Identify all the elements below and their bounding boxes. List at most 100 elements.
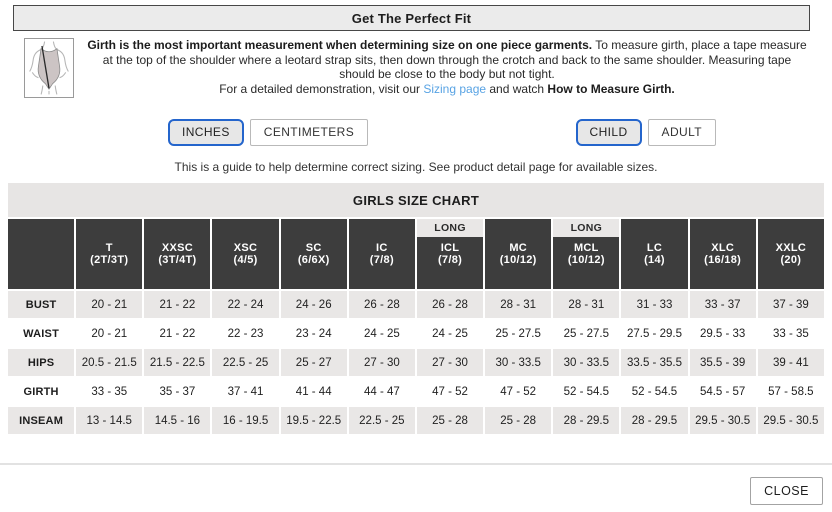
size-range-cell: 16 - 19.5 (212, 407, 279, 435)
size-range-cell: 22 - 24 (212, 291, 279, 319)
size-range-cell: 33 - 37 (689, 291, 756, 319)
girth-diagram-image (24, 38, 74, 98)
toggle-row: INCHES CENTIMETERS CHILD ADULT (168, 119, 716, 147)
size-range-cell: 26 - 28 (348, 291, 415, 319)
size-range-cell: 33.5 - 35.5 (621, 349, 688, 377)
measurement-row-waist: WAIST 20 - 21 21 - 22 22 - 23 23 - 24 24 - 25… (8, 320, 824, 348)
dialog-title: Get The Perfect Fit (351, 10, 472, 26)
leotard-girth-icon (29, 41, 69, 95)
row-label-waist: WAIST (8, 320, 75, 348)
size-range-cell: 57 - 58.5 (757, 378, 824, 406)
size-range-cell: 22.5 - 25 (348, 407, 415, 435)
size-range-cell: 52 - 54.5 (621, 378, 688, 406)
unit-toggle-group: INCHES CENTIMETERS (168, 119, 369, 147)
dialog-footer: CLOSE (0, 463, 832, 512)
size-range-cell: 20 - 21 (76, 320, 143, 348)
size-range-cell: 24 - 25 (348, 320, 415, 348)
adult-button[interactable]: ADULT (647, 119, 716, 147)
column-header-xsc: XSC (4/5) (212, 219, 279, 290)
size-range-cell: 21 - 22 (144, 320, 211, 348)
size-table: T (2T/3T) XXSC (3T/4T) XSC (4/5) SC (6/6X) IC (7/… (6, 217, 826, 437)
sizing-guide-note: This is a guide to help determine correc… (174, 160, 658, 175)
measurement-row-bust: BUST 20 - 21 21 - 22 22 - 24 24 - 26 26 - 28 2… (8, 291, 824, 319)
size-range-cell: 21.5 - 22.5 (144, 349, 211, 377)
size-range-cell: 27.5 - 29.5 (621, 320, 688, 348)
size-range-cell: 23 - 24 (280, 320, 347, 348)
column-header-xxlc: XXLC (20) (757, 219, 824, 290)
close-button[interactable]: CLOSE (750, 477, 823, 505)
size-range-cell: 24 - 26 (280, 291, 347, 319)
size-range-cell: 25 - 28 (416, 407, 484, 435)
size-range-cell: 29.5 - 30.5 (689, 407, 756, 435)
size-range-cell: 26 - 28 (416, 291, 484, 319)
size-range-cell: 22.5 - 25 (212, 349, 279, 377)
size-range-cell: 31 - 33 (621, 291, 688, 319)
intro-section: Girth is the most important measurement … (24, 38, 810, 98)
size-range-cell: 28 - 29.5 (553, 407, 620, 435)
size-range-cell: 14.5 - 16 (144, 407, 211, 435)
column-header-t: T (2T/3T) (76, 219, 143, 290)
row-label-hips: HIPS (8, 349, 75, 377)
size-range-cell: 25 - 27.5 (553, 320, 620, 348)
size-range-cell: 44 - 47 (348, 378, 415, 406)
size-range-cell: 19.5 - 22.5 (280, 407, 347, 435)
sizing-page-link[interactable]: Sizing page (423, 81, 487, 96)
long-badge: LONG (416, 219, 484, 238)
size-table-body: BUST 20 - 21 21 - 22 22 - 24 24 - 26 26 - 28 2… (8, 291, 824, 435)
measurement-row-inseam: INSEAM 13 - 14.5 14.5 - 16 16 - 19.5 19.5 - … (8, 407, 824, 435)
column-header-sc: SC (6/6X) (280, 219, 347, 290)
chart-title: GIRLS SIZE CHART (352, 192, 480, 208)
demo-line: For a detailed demonstration, visit our … (219, 81, 675, 96)
centimeters-button[interactable]: CENTIMETERS (249, 119, 369, 147)
size-range-cell: 39 - 41 (757, 349, 824, 377)
size-range-cell: 20 - 21 (76, 291, 143, 319)
age-toggle-group: CHILD ADULT (575, 119, 716, 147)
size-range-cell: 27 - 30 (348, 349, 415, 377)
row-label-girth: GIRTH (8, 378, 75, 406)
row-label-bust: BUST (8, 291, 75, 319)
column-header-icl: LONG ICL (7/8) (416, 219, 484, 290)
column-header-xlc: XLC (16/18) (689, 219, 756, 290)
measurement-row-girth: GIRTH 33 - 35 35 - 37 37 - 41 41 - 44 44 - 47… (8, 378, 824, 406)
inches-button[interactable]: INCHES (168, 119, 244, 147)
size-range-cell: 25 - 27 (280, 349, 347, 377)
size-range-cell: 25 - 28 (485, 407, 552, 435)
size-range-cell: 13 - 14.5 (76, 407, 143, 435)
column-header-lc: LC (14) (621, 219, 688, 290)
size-range-cell: 47 - 52 (416, 378, 484, 406)
size-range-cell: 37 - 39 (757, 291, 824, 319)
size-range-cell: 27 - 30 (416, 349, 484, 377)
column-header-mc: MC (10/12) (485, 219, 552, 290)
size-range-cell: 52 - 54.5 (553, 378, 620, 406)
size-range-cell: 21 - 22 (144, 291, 211, 319)
size-range-cell: 41 - 44 (280, 378, 347, 406)
long-badge: LONG (553, 219, 620, 238)
size-range-cell: 37 - 41 (212, 378, 279, 406)
size-range-cell: 33 - 35 (757, 320, 824, 348)
size-range-cell: 54.5 - 57 (689, 378, 756, 406)
size-table-header: T (2T/3T) XXSC (3T/4T) XSC (4/5) SC (6/6X) IC (7/… (8, 219, 824, 290)
how-to-measure-girth-text: How to Measure Girth. (547, 81, 675, 96)
size-range-cell: 47 - 52 (485, 378, 552, 406)
measurement-row-hips: HIPS 20.5 - 21.5 21.5 - 22.5 22.5 - 25 25 - … (8, 349, 824, 377)
size-range-cell: 28 - 31 (485, 291, 552, 319)
size-range-cell: 28 - 29.5 (621, 407, 688, 435)
column-header-mcl: LONG MCL (10/12) (553, 219, 620, 290)
size-range-cell: 30 - 33.5 (485, 349, 552, 377)
column-header-xxsc: XXSC (3T/4T) (144, 219, 211, 290)
chart-title-bar: GIRLS SIZE CHART (8, 183, 824, 218)
column-header-ic: IC (7/8) (348, 219, 415, 290)
size-range-cell: 28 - 31 (553, 291, 620, 319)
intro-text: Girth is the most important measurement … (84, 38, 810, 98)
size-range-cell: 20.5 - 21.5 (76, 349, 143, 377)
corner-cell (8, 219, 75, 290)
size-range-cell: 35 - 37 (144, 378, 211, 406)
size-range-cell: 25 - 27.5 (485, 320, 552, 348)
size-range-cell: 29.5 - 30.5 (757, 407, 824, 435)
size-range-cell: 29.5 - 33 (689, 320, 756, 348)
dialog-title-bar: Get The Perfect Fit (13, 5, 810, 31)
child-button[interactable]: CHILD (575, 119, 642, 147)
size-range-cell: 24 - 25 (416, 320, 484, 348)
size-range-cell: 30 - 33.5 (553, 349, 620, 377)
size-range-cell: 33 - 35 (76, 378, 143, 406)
